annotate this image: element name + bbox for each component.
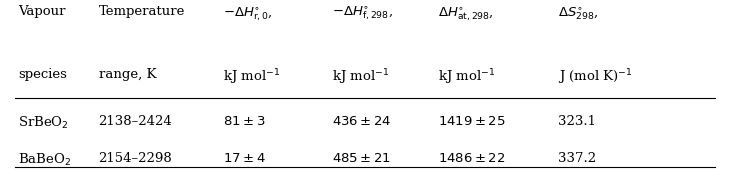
Text: Vapour: Vapour	[18, 5, 66, 18]
Text: $1486 \pm 22$: $1486 \pm 22$	[438, 152, 506, 165]
Text: J (mol K)$^{-1}$: J (mol K)$^{-1}$	[558, 68, 633, 87]
Text: species: species	[18, 68, 67, 81]
Text: $17 \pm 4$: $17 \pm 4$	[223, 152, 266, 165]
Text: $\Delta S^{\circ}_{298}$,: $\Delta S^{\circ}_{298}$,	[558, 5, 599, 22]
Text: 2138–2424: 2138–2424	[99, 115, 172, 128]
Text: Temperature: Temperature	[99, 5, 185, 18]
Text: $-\Delta H^{\circ}_{\mathrm{f},298}$,: $-\Delta H^{\circ}_{\mathrm{f},298}$,	[332, 5, 393, 23]
Text: $81 \pm 3$: $81 \pm 3$	[223, 115, 265, 128]
Text: 323.1: 323.1	[558, 115, 596, 128]
Text: 337.2: 337.2	[558, 152, 596, 165]
Text: $-\Delta H^{\circ}_{\mathrm{r},0}$,: $-\Delta H^{\circ}_{\mathrm{r},0}$,	[223, 5, 272, 23]
Text: kJ mol$^{-1}$: kJ mol$^{-1}$	[332, 68, 389, 87]
Text: range, K: range, K	[99, 68, 156, 81]
Text: kJ mol$^{-1}$: kJ mol$^{-1}$	[438, 68, 495, 87]
Text: $1419 \pm 25$: $1419 \pm 25$	[438, 115, 506, 128]
Text: kJ mol$^{-1}$: kJ mol$^{-1}$	[223, 68, 280, 87]
Text: $485 \pm 21$: $485 \pm 21$	[332, 152, 391, 165]
Text: BaBeO$_2$: BaBeO$_2$	[18, 152, 72, 168]
Text: 2154–2298: 2154–2298	[99, 152, 172, 165]
Text: $\Delta H^{\circ}_{\mathrm{at},298}$,: $\Delta H^{\circ}_{\mathrm{at},298}$,	[438, 5, 494, 23]
Text: SrBeO$_2$: SrBeO$_2$	[18, 115, 69, 131]
Text: $436 \pm 24$: $436 \pm 24$	[332, 115, 392, 128]
